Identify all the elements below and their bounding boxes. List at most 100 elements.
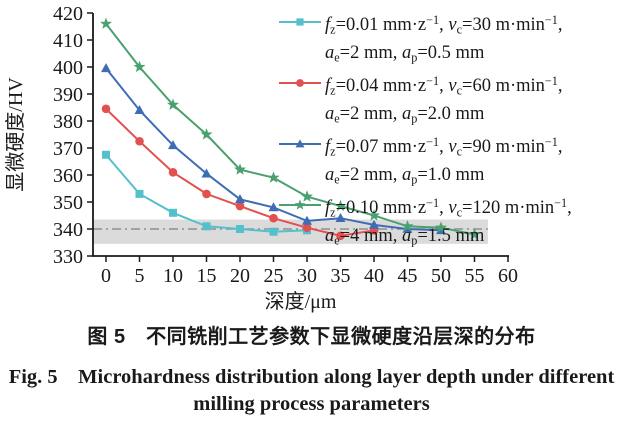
x-tick-label: 40	[364, 265, 384, 287]
y-axis-title: 显微硬度/HV	[4, 77, 27, 192]
legend-text-segment: e	[334, 172, 340, 187]
x-tick-label: 35	[331, 265, 351, 287]
legend-text-segment: a	[325, 164, 335, 185]
legend-text-segment: ,	[557, 15, 563, 36]
legend-text-segment: p	[411, 172, 418, 187]
triangle-marker	[268, 202, 279, 212]
triangle-legend-symbol	[279, 139, 321, 148]
circle-marker	[168, 168, 178, 177]
legend-text-segment: a	[402, 43, 412, 63]
x-axis-title: 深度/μm	[265, 290, 337, 313]
triangle-marker	[168, 140, 178, 150]
star-marker	[294, 199, 306, 210]
caption-chinese: 图 5 不同铣削工艺参数下显微硬度沿层深的分布	[87, 326, 536, 348]
legend-text-segment: −1	[544, 73, 558, 88]
legend-text-segment: −1	[544, 134, 558, 149]
square-marker	[102, 150, 110, 159]
triangle-marker	[302, 215, 312, 225]
x-tick-label: 20	[230, 265, 250, 287]
legend-text-segment: ,	[567, 197, 572, 218]
square-marker	[269, 227, 278, 236]
y-tick-label: 370	[53, 138, 83, 160]
legend-text-segment: a	[402, 225, 412, 246]
caption-english-line1: Fig. 5 Microhardness distribution along …	[8, 366, 615, 388]
y-tick-label: 350	[53, 192, 83, 214]
x-tick-label: 5	[135, 265, 145, 287]
legend-text-segment: z	[330, 144, 336, 159]
square-marker	[202, 222, 211, 231]
x-axis: 0 5 10 15 20 25 30 35 40 45 50 55 60	[101, 256, 518, 287]
x-tick-label: 15	[197, 265, 217, 287]
star-marker	[334, 199, 347, 212]
circle-marker	[101, 104, 111, 114]
y-axis: 330 340 350 360 370 380 390 400 410 420	[53, 3, 93, 268]
legend-text-segment: a	[325, 43, 335, 63]
y-tick-label: 400	[53, 57, 83, 79]
y-tick-label: 390	[53, 84, 83, 106]
legend-text-segment: v	[448, 197, 457, 218]
square-marker	[169, 208, 177, 217]
legend-text-segment: −1	[426, 195, 440, 210]
legend-entry-2-line-2: ae=2 mm, ap=1.0 mm	[279, 164, 572, 192]
star-marker	[468, 228, 481, 240]
legend-entry-1-line-2: ae=2 mm, ap=2.0 mm	[279, 103, 572, 131]
legend-text-segment: a	[325, 103, 335, 124]
star-marker	[301, 190, 313, 202]
series-1	[101, 104, 379, 241]
x-tick-label: 45	[398, 265, 418, 287]
legend-text-segment: c	[456, 205, 463, 220]
legend-text-segment: =1.5 mm	[417, 225, 485, 246]
legend-text-segment: −1	[426, 73, 440, 88]
legend-text-segment: −1	[426, 13, 440, 27]
legend-entry-3-line-2: ae=4 mm, ap=1.5 mm	[279, 225, 572, 253]
star-marker	[435, 221, 447, 233]
circle-marker	[202, 189, 211, 199]
legend-text-segment: ,	[557, 76, 563, 96]
legend-text-segment: a	[402, 103, 412, 124]
circle-marker	[296, 79, 304, 87]
star-marker	[133, 60, 146, 73]
star-marker	[234, 163, 246, 175]
star-marker	[167, 98, 179, 110]
triangle-marker	[295, 139, 305, 148]
legend-text-segment: f	[325, 136, 331, 157]
triangle-marker	[335, 213, 346, 222]
legend-text-segment: e	[334, 111, 340, 126]
legend-text-segment: −1	[554, 195, 568, 210]
legend-entry-2-line-1: fz=0.07 mm·z−1, vc=90 m·min−1,	[279, 131, 572, 164]
circle-marker	[135, 136, 144, 146]
legend-text-segment: z	[330, 205, 336, 220]
star-legend-symbol	[279, 199, 321, 210]
star-marker	[200, 128, 213, 140]
x-tick-label: 0	[101, 265, 111, 287]
legend-text-segment: =2 mm,	[339, 43, 403, 63]
x-tick-label: 10	[163, 265, 183, 287]
square-legend-symbol	[279, 18, 321, 26]
circle-marker	[336, 231, 345, 241]
legend-entry-1-line-1: fz=0.04 mm·z−1, vc=60 m·min−1,	[279, 70, 572, 103]
legend-text-segment: =2.0 mm	[417, 103, 485, 124]
star-marker	[100, 17, 112, 29]
series-line	[105, 23, 475, 236]
square-marker	[296, 18, 304, 26]
triangle-marker	[201, 168, 212, 178]
legend-text-segment: p	[411, 233, 418, 248]
legend-text-segment: e	[334, 50, 340, 65]
chart-canvas: 0 5 10 15 20 25 30 35 40 45 50 55 603303403503603703…	[4, 3, 518, 313]
star-marker	[267, 171, 280, 183]
square-marker	[135, 189, 144, 198]
star-marker	[401, 220, 414, 232]
legend-text-segment: ,	[439, 15, 449, 36]
triangle-marker	[369, 219, 379, 229]
legend-text-segment: c	[456, 144, 463, 159]
legend-entry-0-line-2: ae=2 mm, ap=0.5 mm	[279, 42, 572, 70]
star-marker	[368, 209, 380, 221]
triangle-marker	[134, 105, 145, 114]
legend-text-segment: v	[448, 136, 457, 157]
series-3	[100, 17, 481, 240]
circle-marker	[269, 213, 278, 223]
x-tick-label: 25	[264, 265, 284, 287]
legend-text-segment: =4 mm,	[339, 225, 403, 246]
circle-marker	[302, 223, 312, 232]
caption-english-line2: milling process parameters	[193, 393, 430, 415]
